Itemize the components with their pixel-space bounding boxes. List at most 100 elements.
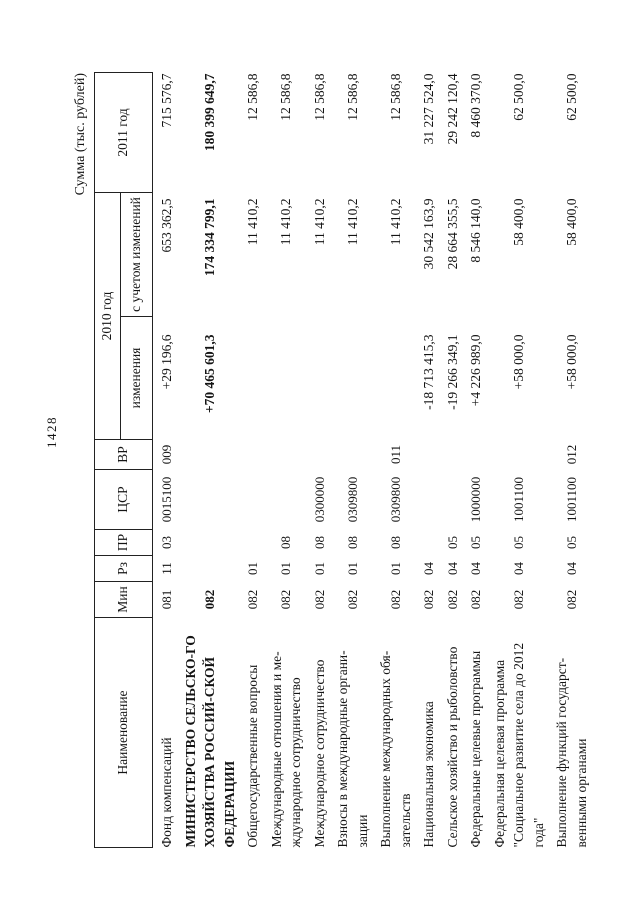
cell-pr xyxy=(417,530,441,556)
cell-rz xyxy=(179,556,242,582)
cell-vr xyxy=(241,440,265,470)
cell-2011: 8 460 370,0 xyxy=(468,73,483,138)
cell-vr xyxy=(331,440,374,470)
cell-rz: 04 xyxy=(468,562,483,575)
table-row: Международное сотрудничество 082 01 08 0… xyxy=(308,73,332,848)
cell-2010-change: +58 000,0 xyxy=(563,334,579,390)
table-row: Фонд компенсаций 081 11 03 0015100 009 +… xyxy=(153,73,179,848)
cell-rz: 01 xyxy=(278,562,294,575)
cell-rz: 04 xyxy=(511,562,526,575)
cell-2010-adjusted: 28 664 355,5 xyxy=(444,198,460,270)
table-header: Наименование Мин Рз ПР ЦСР ВР 2010 год 2… xyxy=(94,72,153,848)
cell-rz: 04 xyxy=(563,562,579,575)
cell-pr: 08 xyxy=(344,536,360,549)
cell-csr: 0015100 xyxy=(159,476,174,523)
column-header-2011: 2011 год xyxy=(94,72,153,193)
cell-name: Выполнение функций государст-венными орг… xyxy=(554,657,589,848)
cell-min: 082 xyxy=(421,589,436,610)
cell-2010-adjusted: 58 400,0 xyxy=(511,198,526,246)
cell-vr: 011 xyxy=(387,444,403,465)
cell-2010-change xyxy=(265,317,308,440)
cell-2011: 31 227 524,0 xyxy=(421,73,436,145)
cell-2010-change xyxy=(241,317,265,440)
cell-2010-change: -19 266 349,1 xyxy=(444,334,460,410)
cell-min: 082 xyxy=(444,589,460,610)
cell-2010-change: +29 196,6 xyxy=(159,334,174,390)
cell-2011: 12 586,8 xyxy=(311,73,327,121)
cell-2011: 62 500,0 xyxy=(563,73,579,121)
budget-table: Наименование Мин Рз ПР ЦСР ВР 2010 год 2… xyxy=(94,72,593,848)
column-header-rz: Рз xyxy=(94,555,153,582)
cell-vr xyxy=(441,440,465,470)
cell-min: 082 xyxy=(344,589,360,610)
table-row: Взносы в международные органи-зации 082 … xyxy=(331,73,374,848)
column-header-min: Мин xyxy=(94,581,153,618)
cell-pr: 03 xyxy=(159,536,174,549)
cell-2010-change: +58 000,0 xyxy=(511,334,526,390)
cell-name: МИНИСТЕРСТВО СЕЛЬСКО-ГО ХОЗЯЙСТВА РОССИЙ… xyxy=(182,635,237,848)
cell-2010-adjusted: 11 410,2 xyxy=(278,198,294,246)
cell-2010-change: +4 226 989,0 xyxy=(468,334,483,407)
table-row: Федеральная целевая программа "Социально… xyxy=(488,73,551,848)
cell-2010-adjusted: 653 362,5 xyxy=(159,198,174,253)
cell-csr: 0309800 xyxy=(387,476,403,523)
cell-name: Международное сотрудничество xyxy=(311,659,327,848)
cell-csr: 1001100 xyxy=(511,476,526,523)
cell-vr: 012 xyxy=(563,444,579,465)
cell-csr: 1000000 xyxy=(468,476,483,523)
cell-vr xyxy=(308,440,332,470)
cell-2010-adjusted: 8 546 140,0 xyxy=(468,198,483,263)
column-header-2010: 2010 год xyxy=(94,192,121,440)
table-row: Общегосударственные вопросы 082 01 11 41… xyxy=(241,73,265,848)
cell-2011: 12 586,8 xyxy=(387,73,403,121)
cell-2011: 715 576,7 xyxy=(159,73,174,128)
cell-name: Фонд компенсаций xyxy=(159,737,174,848)
cell-2011: 12 586,8 xyxy=(245,73,260,121)
cell-vr: 009 xyxy=(159,444,174,465)
cell-vr xyxy=(488,440,551,470)
column-header-vr: ВР xyxy=(94,439,153,470)
column-header-pr: ПР xyxy=(94,529,153,556)
cell-2010-adjusted: 11 410,2 xyxy=(245,198,260,246)
column-header-name: Наименование xyxy=(94,617,153,848)
cell-min: 082 xyxy=(563,589,579,610)
cell-name: Федеральные целевые программы xyxy=(468,650,483,848)
cell-rz: 04 xyxy=(421,562,436,575)
cell-pr: 05 xyxy=(511,536,526,549)
table-row: Федеральные целевые программы 082 04 05 … xyxy=(464,73,488,848)
cell-csr: 0309800 xyxy=(344,476,360,523)
page-number: 1428 xyxy=(44,416,59,448)
table-row: Сельское хозяйство и рыболовство 082 04 … xyxy=(441,73,465,848)
cell-rz: 01 xyxy=(245,562,260,575)
cell-pr: 08 xyxy=(387,536,403,549)
cell-rz: 01 xyxy=(311,562,327,575)
cell-csr xyxy=(441,470,465,530)
cell-pr: 05 xyxy=(468,536,483,549)
cell-csr xyxy=(241,470,265,530)
cell-2010-adjusted: 174 334 799,1 xyxy=(202,198,217,277)
cell-name: Федеральная целевая программа "Социально… xyxy=(491,642,546,848)
cell-2010-adjusted: 11 410,2 xyxy=(387,198,403,246)
cell-name: Выполнение международных обя-зательств xyxy=(378,650,413,848)
cell-vr xyxy=(265,440,308,470)
cell-2010-change: -18 713 415,3 xyxy=(421,334,436,410)
cell-csr: 1001100 xyxy=(563,476,579,523)
table-body: Фонд компенсаций 081 11 03 0015100 009 +… xyxy=(153,73,594,848)
cell-min: 082 xyxy=(311,589,327,610)
column-header-2010-changes: изменения xyxy=(120,316,153,440)
cell-2010-change xyxy=(374,317,417,440)
cell-2011: 62 500,0 xyxy=(511,73,526,121)
table-row: Выполнение международных обя-зательств 0… xyxy=(374,73,417,848)
cell-2010-adjusted: 30 542 163,9 xyxy=(421,198,436,270)
cell-vr xyxy=(417,440,441,470)
cell-rz: 01 xyxy=(344,562,360,575)
cell-csr xyxy=(417,470,441,530)
cell-rz: 04 xyxy=(444,562,460,575)
cell-pr: 08 xyxy=(311,536,327,549)
cell-rz: 11 xyxy=(159,562,174,575)
cell-name: Взносы в международные органи-зации xyxy=(335,650,370,848)
cell-csr: 0300000 xyxy=(311,476,327,523)
table-row: Международные отношения и ме-ждународное… xyxy=(265,73,308,848)
cell-name: Общегосударственные вопросы xyxy=(245,664,260,848)
